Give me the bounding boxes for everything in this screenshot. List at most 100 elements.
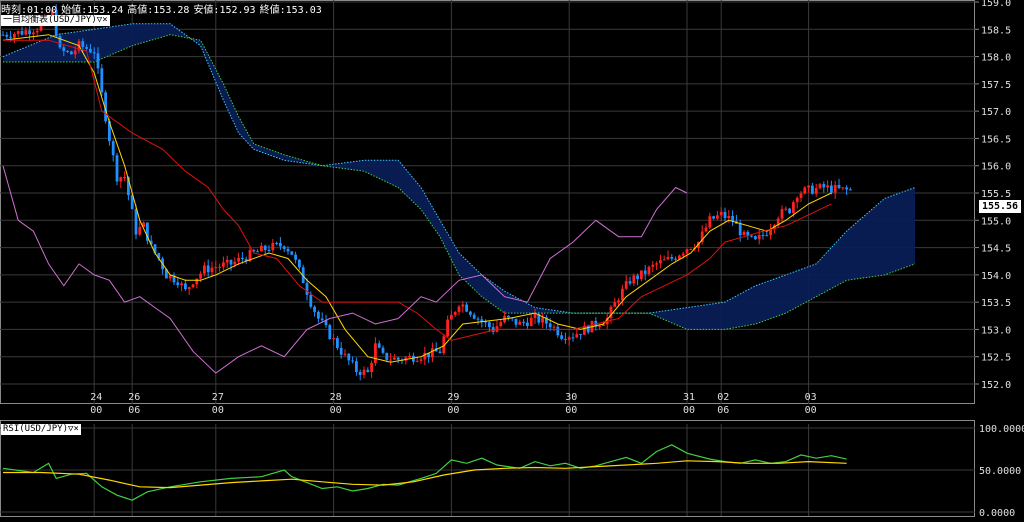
candle-body	[191, 284, 195, 288]
chikou-line	[2, 165, 688, 374]
candle-body	[727, 215, 731, 219]
candle-body	[9, 36, 12, 38]
candle-body	[472, 314, 476, 319]
candle-body	[659, 260, 662, 264]
price-tick-label: 152.0	[981, 380, 1011, 391]
candle-body	[89, 48, 92, 53]
time-tick-hour: 00	[330, 405, 342, 416]
candle-body	[670, 257, 674, 259]
candle-body	[541, 317, 544, 323]
candle-body	[81, 41, 85, 48]
time-readout: 時刻:01:00	[1, 5, 58, 16]
candle-body	[351, 360, 354, 362]
candle-body	[700, 231, 704, 243]
candle-body	[651, 264, 655, 267]
candle-body	[548, 323, 552, 328]
candlesticks	[1, 4, 852, 381]
candle-body	[529, 317, 533, 326]
rsi-panel-title[interactable]: RSI(USD/JPY)▽×	[1, 424, 81, 435]
price-tick-label: 157.0	[981, 107, 1011, 118]
current-price-badge: 155.56	[979, 200, 1021, 213]
candle-body	[5, 34, 9, 37]
candle-body	[442, 336, 446, 354]
candle-body	[377, 343, 381, 348]
candle-body	[571, 337, 575, 339]
candle-body	[108, 121, 111, 142]
candle-body	[602, 324, 605, 326]
main-panel-title[interactable]: 一目均衡表(USD/JPY)▽×	[1, 15, 110, 26]
candle-body	[134, 209, 138, 235]
candle-body	[617, 300, 620, 303]
candle-body	[811, 185, 814, 194]
time-tick-hour: 00	[447, 405, 459, 416]
candle-body	[765, 235, 769, 237]
candle-body	[256, 251, 259, 253]
candle-body	[16, 31, 20, 34]
candle-body	[450, 314, 453, 320]
candle-body	[446, 319, 449, 337]
time-tick-day: 02	[717, 392, 729, 403]
candle-body	[104, 92, 107, 122]
candle-body	[279, 242, 282, 247]
price-tick-label: 153.0	[981, 325, 1011, 336]
candle-body	[305, 283, 309, 295]
candle-body	[210, 267, 214, 273]
candle-body	[556, 326, 560, 336]
candle-body	[712, 216, 715, 219]
candle-body	[271, 242, 275, 251]
rsi-panel-frame	[0, 420, 975, 517]
rsi-tick-label: 100.0000	[979, 424, 1024, 435]
price-tick-label: 154.5	[981, 244, 1011, 255]
candle-body	[742, 231, 746, 236]
main-price-axis: 159.0 158.5 158.0 157.5 157.0 156.5 156.0 155.5…	[975, 0, 1011, 391]
candle-body	[241, 257, 244, 260]
candle-body	[484, 321, 487, 323]
candle-body	[830, 185, 833, 193]
candle-body	[488, 322, 491, 328]
candle-body	[214, 267, 218, 269]
main-panel-controls-icon[interactable]: ▽×	[96, 15, 108, 25]
price-tick-label: 154.0	[981, 271, 1011, 282]
candle-body	[252, 250, 256, 252]
price-tick-label: 155.5	[981, 189, 1011, 200]
candle-body	[92, 52, 96, 54]
candle-body	[655, 263, 658, 265]
candle-body	[237, 257, 240, 262]
candle-body	[849, 189, 852, 191]
candle-body	[761, 235, 765, 237]
candle-body	[788, 208, 791, 214]
candle-body	[461, 304, 465, 307]
candle-body	[127, 177, 130, 196]
candle-body	[298, 259, 301, 268]
candle-body	[301, 267, 305, 284]
candle-body	[833, 184, 837, 193]
candle-body	[757, 235, 761, 240]
candle-body	[754, 236, 757, 240]
candle-body	[343, 353, 347, 355]
candle-body	[453, 311, 457, 315]
rsi-tick-label: 0.0000	[979, 508, 1015, 519]
price-tick-label: 152.5	[981, 353, 1011, 364]
candle-body	[769, 229, 772, 236]
candle-body	[244, 259, 248, 262]
candle-body	[51, 10, 54, 17]
candle-body	[275, 242, 278, 244]
rsi-panel-title-text: RSI(USD/JPY)	[3, 424, 69, 434]
candle-body	[153, 244, 157, 254]
candle-body	[537, 313, 541, 323]
rsi-panel-controls-icon[interactable]: ▽×	[68, 424, 79, 434]
candle-body	[799, 193, 803, 198]
price-tick-label: 156.5	[981, 134, 1011, 145]
candle-body	[165, 269, 168, 279]
time-tick-hour: 00	[90, 405, 102, 416]
candle-body	[431, 348, 434, 358]
candle-body	[423, 352, 427, 360]
rsi-lines	[2, 444, 847, 501]
candle-body	[818, 184, 822, 189]
candle-body	[73, 50, 77, 55]
candle-body	[545, 317, 548, 324]
candle-body	[24, 30, 28, 35]
time-tick-hour: 06	[128, 405, 140, 416]
rsi-value-axis: 100.0000 50.0000 0.0000	[979, 424, 1024, 519]
candle-body	[647, 266, 651, 274]
